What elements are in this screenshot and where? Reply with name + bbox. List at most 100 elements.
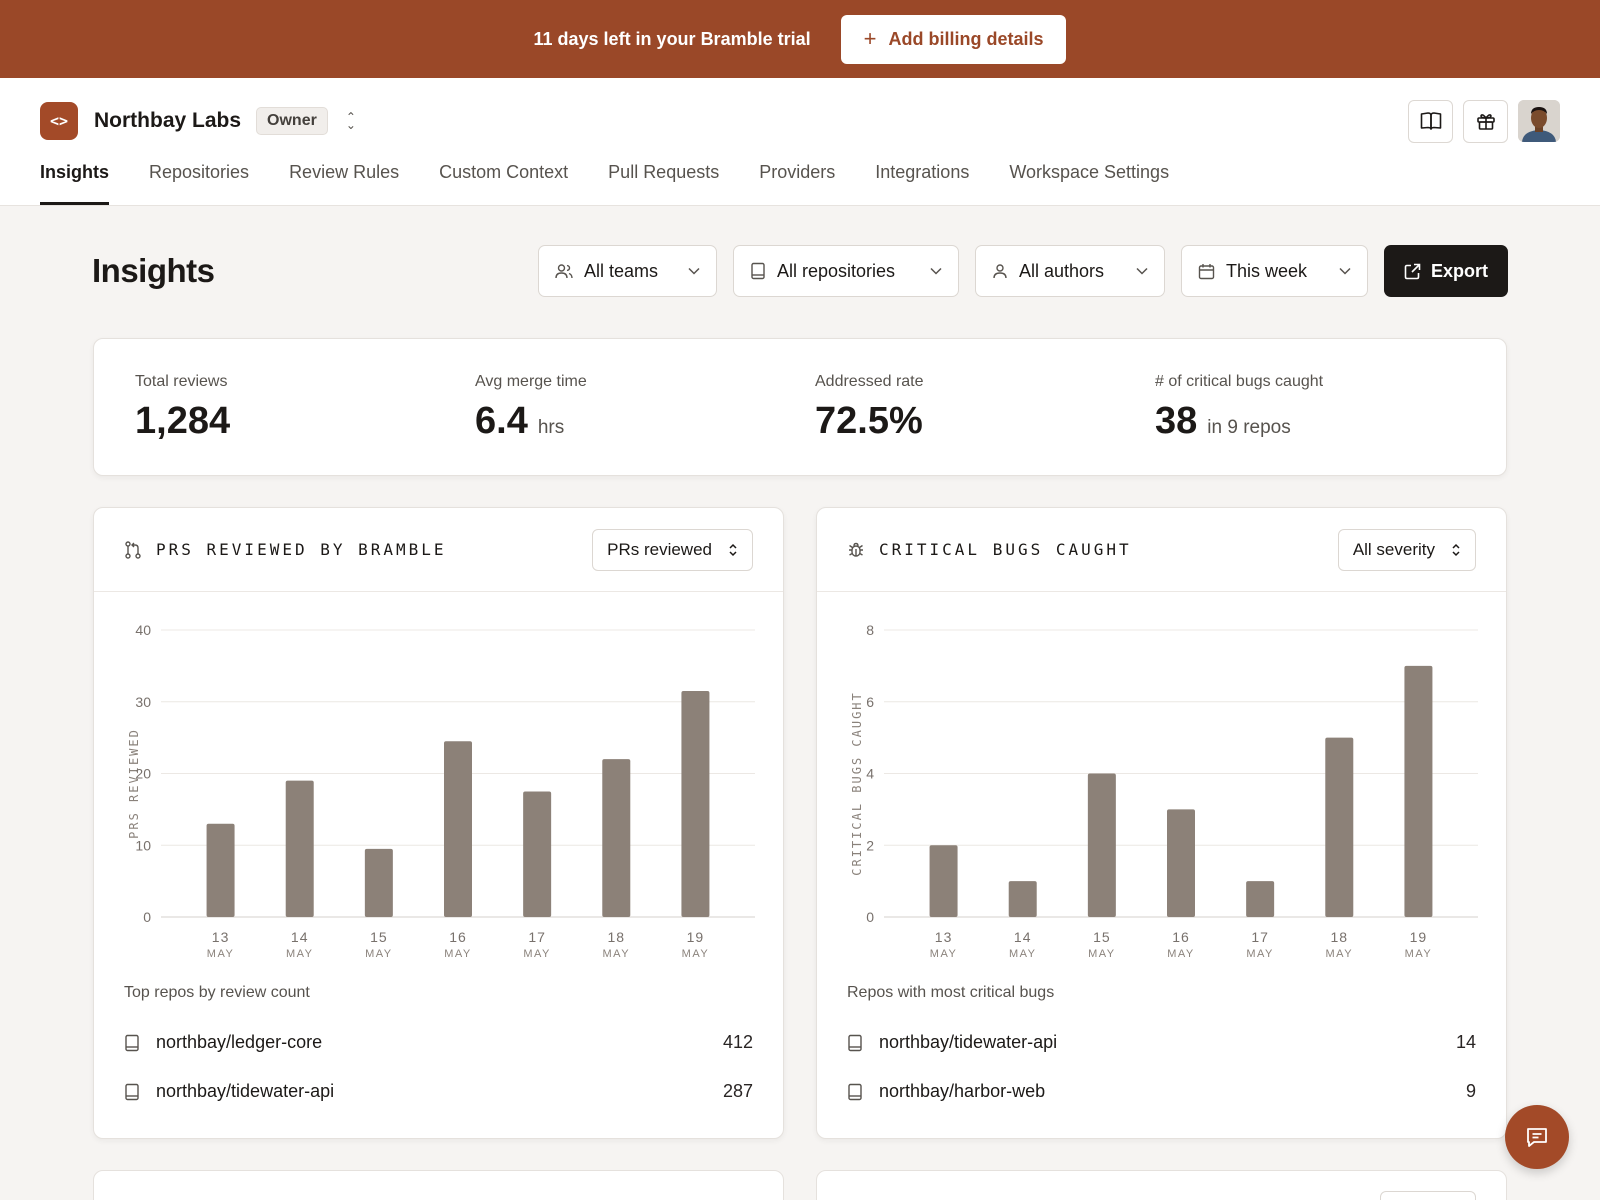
card-title: PRS REVIEWED BY BRAMBLE [156, 540, 447, 559]
period-filter[interactable]: This week [1180, 245, 1368, 297]
page-title: Insights [92, 252, 215, 289]
avatar[interactable] [1518, 100, 1560, 142]
list-item[interactable]: northbay/tidewater-api 287 [124, 1067, 753, 1116]
y-tick-label: 0 [143, 909, 151, 925]
bar[interactable] [1087, 773, 1116, 918]
chat-button[interactable] [1505, 1105, 1569, 1169]
stat-label: Avg merge time [475, 373, 587, 390]
tab-custom-context[interactable]: Custom Context [439, 162, 569, 182]
bar[interactable] [1325, 737, 1354, 917]
x-tick-sublabel: MAY [286, 948, 314, 960]
chat-icon [1527, 1128, 1547, 1147]
add-billing-button[interactable]: + Add billing details [840, 14, 1067, 64]
bar[interactable] [1008, 881, 1037, 917]
code-brackets-icon[interactable]: <> [40, 102, 78, 140]
stat-value: 6.4 [475, 400, 528, 442]
org-row: <> Northbay Labs Owner ⌃ ⌄ [40, 99, 1560, 143]
bug-repos: Repos with most critical bugs northbay/t… [847, 984, 1476, 1116]
git-pull-request-icon [125, 540, 141, 559]
stat-value: 72.5% [815, 400, 923, 442]
filters: All teams All repositories All authors T… [537, 245, 1508, 297]
x-tick-label: 19 [1410, 929, 1428, 945]
docs-button[interactable] [1408, 99, 1453, 143]
repo-count: 412 [722, 1032, 753, 1052]
add-billing-label: Add billing details [888, 28, 1044, 49]
authors-filter[interactable]: All authors [974, 245, 1165, 297]
critical-bugs-card: CRITICAL BUGS CAUGHT All severity CRITIC… [816, 507, 1507, 1139]
card-title: CRITICAL BUGS CAUGHT [879, 540, 1132, 559]
bar[interactable] [929, 845, 958, 917]
bar[interactable] [285, 780, 314, 917]
stat-label: # of critical bugs caught [1155, 373, 1324, 390]
repo-icon [848, 1034, 862, 1051]
repo-icon [848, 1083, 862, 1100]
bar[interactable] [364, 848, 393, 917]
stat-unit: hrs [537, 417, 565, 438]
stat-critical-bugs: # of critical bugs caught 38 in 9 repos [1155, 373, 1323, 443]
bar[interactable] [523, 791, 552, 917]
x-tick-label: 18 [607, 929, 625, 945]
severity-select[interactable]: All severity [1337, 528, 1476, 571]
severity-select-value: All severity [1352, 539, 1435, 559]
stat-value: 38 [1155, 400, 1198, 442]
y-tick-label: 4 [866, 766, 874, 782]
x-tick-sublabel: MAY [365, 948, 393, 960]
bar[interactable] [681, 690, 710, 917]
repositories-filter[interactable]: All repositories [732, 245, 959, 297]
bar[interactable] [1246, 881, 1275, 917]
top-repos: Top repos by review count northbay/ledge… [124, 984, 753, 1116]
card-select[interactable] [1380, 1191, 1476, 1200]
chevron-down-icon [1339, 267, 1351, 275]
x-tick-sublabel: MAY [1088, 948, 1116, 960]
repo-count: 9 [1465, 1081, 1476, 1101]
tab-insights[interactable]: Insights [40, 162, 110, 205]
tab-integrations[interactable]: Integrations [875, 162, 970, 182]
repo-icon [751, 262, 765, 280]
tab-pull-requests[interactable]: Pull Requests [608, 162, 720, 182]
repo-name: northbay/harbor-web [879, 1081, 1046, 1101]
card-header: CRITICAL BUGS CAUGHT All severity [817, 508, 1506, 592]
bugs-chart: CRITICAL BUGS CAUGHT 0 2 4 6 8 13 MAY 14 MAY 15 MAY… [817, 592, 1508, 962]
bar[interactable] [444, 741, 472, 917]
y-tick-label: 40 [135, 622, 151, 638]
teams-filter[interactable]: All teams [537, 245, 717, 297]
org-switcher-icon[interactable]: ⌃ ⌄ [345, 110, 356, 132]
export-button[interactable]: Export [1383, 245, 1508, 297]
bar[interactable] [1404, 665, 1433, 917]
x-tick-sublabel: MAY [1326, 948, 1354, 960]
list-item[interactable]: northbay/tidewater-api 14 [847, 1018, 1476, 1067]
bar[interactable] [206, 823, 235, 917]
tab-providers[interactable]: Providers [759, 162, 836, 182]
stat-addressed-rate: Addressed rate 72.5% [815, 373, 924, 443]
role-badge: Owner [256, 107, 328, 135]
repo-name: northbay/tidewater-api [879, 1032, 1058, 1052]
org-name[interactable]: Northbay Labs [94, 109, 242, 132]
x-tick-sublabel: MAY [603, 948, 631, 960]
chevron-up-down-icon [729, 543, 737, 556]
chevron-down-icon [930, 267, 942, 275]
prs-chart: PRS REVIEWED 0 10 20 30 40 13 MAY 14 MAY 15 MAY 16 MA… [94, 592, 785, 962]
authors-filter-value: All authors [1018, 260, 1105, 281]
repo-count: 287 [722, 1081, 753, 1101]
tab-repositories[interactable]: Repositories [149, 162, 250, 182]
repo-name: northbay/ledger-core [156, 1032, 323, 1052]
bug-icon [849, 542, 863, 557]
gift-button[interactable] [1463, 99, 1508, 143]
bar[interactable] [602, 759, 631, 917]
repositories-filter-value: All repositories [776, 260, 896, 281]
bar[interactable] [1167, 809, 1195, 917]
stat-label: Addressed rate [815, 373, 924, 390]
header-actions [1408, 99, 1560, 143]
users-icon [555, 264, 573, 279]
tab-workspace-settings[interactable]: Workspace Settings [1009, 162, 1170, 182]
x-tick-label: 14 [291, 929, 309, 945]
list-item[interactable]: northbay/ledger-core 412 [124, 1018, 753, 1067]
metric-select[interactable]: PRs reviewed [592, 528, 753, 571]
tab-review-rules[interactable]: Review Rules [289, 162, 400, 182]
y-tick-label: 20 [135, 766, 151, 782]
calendar-icon [1198, 263, 1215, 279]
x-tick-sublabel: MAY [1405, 948, 1433, 960]
list-item[interactable]: northbay/harbor-web 9 [847, 1067, 1476, 1116]
chevron-up-down-icon [1452, 543, 1460, 556]
x-tick-sublabel: MAY [1009, 948, 1037, 960]
